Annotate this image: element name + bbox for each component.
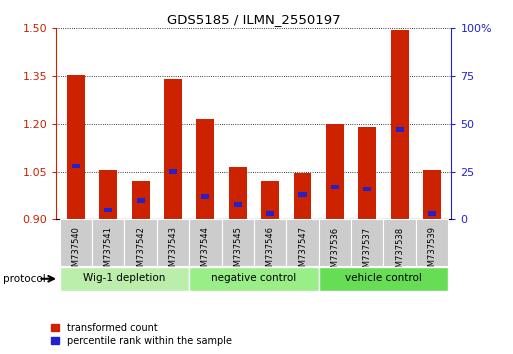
Text: GSM737542: GSM737542 xyxy=(136,227,145,277)
Bar xyxy=(359,127,376,219)
Bar xyxy=(331,184,339,189)
Text: GSM737539: GSM737539 xyxy=(427,227,437,278)
Bar xyxy=(428,211,436,216)
Bar xyxy=(234,202,242,207)
Bar xyxy=(104,207,112,212)
Bar xyxy=(196,119,214,219)
Bar xyxy=(261,181,279,219)
Bar xyxy=(100,170,117,219)
FancyBboxPatch shape xyxy=(125,219,157,266)
FancyBboxPatch shape xyxy=(351,219,383,266)
Text: GSM737546: GSM737546 xyxy=(266,227,274,278)
Text: protocol: protocol xyxy=(3,274,45,284)
Text: GSM737547: GSM737547 xyxy=(298,227,307,278)
Text: GSM737536: GSM737536 xyxy=(330,227,340,278)
Text: GSM737544: GSM737544 xyxy=(201,227,210,277)
Bar xyxy=(266,211,274,216)
Bar xyxy=(164,79,182,219)
Bar xyxy=(396,127,404,132)
FancyBboxPatch shape xyxy=(319,267,448,291)
FancyBboxPatch shape xyxy=(60,219,92,266)
FancyBboxPatch shape xyxy=(319,219,351,266)
Bar xyxy=(326,124,344,219)
Text: GSM737543: GSM737543 xyxy=(168,227,177,278)
FancyBboxPatch shape xyxy=(416,219,448,266)
FancyBboxPatch shape xyxy=(157,219,189,266)
Text: vehicle control: vehicle control xyxy=(345,273,422,283)
Bar xyxy=(132,181,149,219)
Text: GSM737540: GSM737540 xyxy=(71,227,81,277)
Bar xyxy=(169,169,177,174)
FancyBboxPatch shape xyxy=(286,219,319,266)
Bar xyxy=(229,167,247,219)
FancyBboxPatch shape xyxy=(60,267,189,291)
Bar xyxy=(201,194,209,199)
FancyBboxPatch shape xyxy=(189,267,319,291)
Bar xyxy=(67,75,85,219)
Text: GSM737545: GSM737545 xyxy=(233,227,242,277)
Bar xyxy=(423,170,441,219)
FancyBboxPatch shape xyxy=(222,219,254,266)
Bar xyxy=(293,173,311,219)
Bar xyxy=(136,198,145,203)
FancyBboxPatch shape xyxy=(383,219,416,266)
FancyBboxPatch shape xyxy=(254,219,286,266)
Title: GDS5185 / ILMN_2550197: GDS5185 / ILMN_2550197 xyxy=(167,13,341,26)
Text: GSM737541: GSM737541 xyxy=(104,227,113,277)
FancyBboxPatch shape xyxy=(92,219,125,266)
Bar xyxy=(299,192,307,197)
Text: Wig-1 depletion: Wig-1 depletion xyxy=(83,273,166,283)
Bar xyxy=(363,187,371,191)
Text: GSM737538: GSM737538 xyxy=(395,227,404,278)
Legend: transformed count, percentile rank within the sample: transformed count, percentile rank withi… xyxy=(51,323,231,346)
Bar xyxy=(391,30,408,219)
Text: negative control: negative control xyxy=(211,273,297,283)
Bar xyxy=(72,164,80,169)
Text: GSM737537: GSM737537 xyxy=(363,227,372,278)
FancyBboxPatch shape xyxy=(189,219,222,266)
